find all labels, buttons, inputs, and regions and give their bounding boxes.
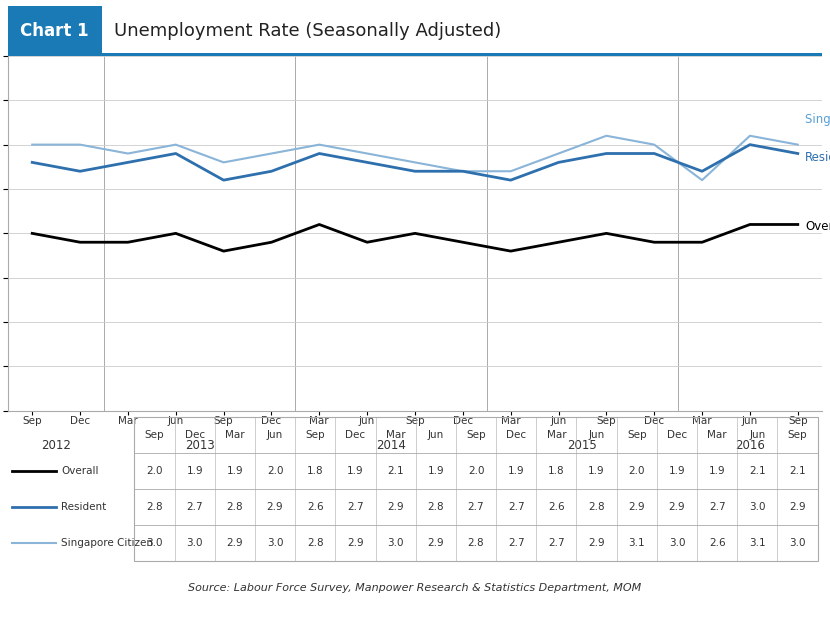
- Text: 2.0: 2.0: [628, 466, 645, 476]
- Text: Overall: Overall: [805, 220, 830, 233]
- Text: 3.0: 3.0: [187, 538, 203, 548]
- Text: Mar: Mar: [386, 430, 405, 440]
- Text: 3.1: 3.1: [628, 538, 645, 548]
- Text: 2.9: 2.9: [227, 538, 243, 548]
- Text: 1.9: 1.9: [669, 466, 686, 476]
- Text: 2.8: 2.8: [146, 502, 163, 512]
- Text: Resident: Resident: [61, 502, 106, 512]
- Text: 2.9: 2.9: [628, 502, 645, 512]
- Text: 2.9: 2.9: [347, 538, 364, 548]
- Text: Unemployment Rate (Seasonally Adjusted): Unemployment Rate (Seasonally Adjusted): [114, 22, 501, 40]
- Text: 2.7: 2.7: [467, 502, 485, 512]
- Text: 1.9: 1.9: [187, 466, 203, 476]
- Bar: [8, 53, 822, 56]
- Text: Dec: Dec: [345, 430, 365, 440]
- Text: Sep: Sep: [466, 430, 486, 440]
- Text: 2.1: 2.1: [388, 466, 404, 476]
- Text: 2.9: 2.9: [669, 502, 686, 512]
- Text: 2.9: 2.9: [266, 502, 283, 512]
- Text: Sep: Sep: [144, 430, 164, 440]
- Text: Mar: Mar: [225, 430, 245, 440]
- Text: 1.8: 1.8: [548, 466, 564, 476]
- Text: 2.7: 2.7: [548, 538, 564, 548]
- Text: 2.9: 2.9: [427, 538, 444, 548]
- Text: Singapore Citizen: Singapore Citizen: [61, 538, 154, 548]
- Text: Sep: Sep: [627, 430, 647, 440]
- Text: Singapore Citizen: Singapore Citizen: [805, 113, 830, 126]
- Text: 1.9: 1.9: [709, 466, 725, 476]
- Text: 2016: 2016: [735, 439, 765, 452]
- Text: Jun: Jun: [749, 430, 765, 440]
- Bar: [8, 6, 102, 56]
- Text: 2013: 2013: [185, 439, 215, 452]
- Text: Source: Labour Force Survey, Manpower Research & Statistics Department, MOM: Source: Labour Force Survey, Manpower Re…: [188, 583, 642, 593]
- Text: 2.9: 2.9: [789, 502, 806, 512]
- Text: 2.9: 2.9: [388, 502, 404, 512]
- Text: Overall: Overall: [61, 466, 99, 476]
- Text: 1.9: 1.9: [508, 466, 525, 476]
- Text: 2.9: 2.9: [588, 538, 605, 548]
- Text: Jun: Jun: [588, 430, 605, 440]
- Text: Sep: Sep: [788, 430, 808, 440]
- Text: 2.8: 2.8: [227, 502, 243, 512]
- Text: 2012: 2012: [42, 439, 71, 452]
- Text: 2015: 2015: [568, 439, 598, 452]
- Text: 3.1: 3.1: [749, 538, 765, 548]
- Text: Mar: Mar: [707, 430, 727, 440]
- Bar: [134, 417, 818, 560]
- Text: 2.0: 2.0: [266, 466, 283, 476]
- Text: Jun: Jun: [267, 430, 283, 440]
- Text: 2.1: 2.1: [749, 466, 765, 476]
- Text: 2.7: 2.7: [187, 502, 203, 512]
- Text: 2.6: 2.6: [548, 502, 564, 512]
- Text: 2.8: 2.8: [467, 538, 485, 548]
- Text: 3.0: 3.0: [669, 538, 686, 548]
- Text: 2.7: 2.7: [508, 538, 525, 548]
- Text: 2.8: 2.8: [588, 502, 605, 512]
- Text: 2.7: 2.7: [347, 502, 364, 512]
- Text: 2014: 2014: [376, 439, 406, 452]
- Text: 2.8: 2.8: [307, 538, 324, 548]
- Text: 1.9: 1.9: [588, 466, 605, 476]
- Text: 2.6: 2.6: [709, 538, 725, 548]
- Text: 2.7: 2.7: [709, 502, 725, 512]
- Text: 1.9: 1.9: [347, 466, 364, 476]
- Text: 2.1: 2.1: [789, 466, 806, 476]
- Text: 3.0: 3.0: [146, 538, 163, 548]
- Text: Jun: Jun: [427, 430, 444, 440]
- Text: Sep: Sep: [305, 430, 325, 440]
- Text: Dec: Dec: [666, 430, 687, 440]
- Text: 3.0: 3.0: [388, 538, 404, 548]
- Text: Dec: Dec: [506, 430, 526, 440]
- Text: 2.7: 2.7: [508, 502, 525, 512]
- Text: 3.0: 3.0: [749, 502, 765, 512]
- Text: 2.8: 2.8: [427, 502, 444, 512]
- Text: 2.0: 2.0: [468, 466, 484, 476]
- Text: 2.6: 2.6: [307, 502, 324, 512]
- Text: Dec: Dec: [184, 430, 205, 440]
- Text: Resident: Resident: [805, 151, 830, 164]
- Text: Mar: Mar: [547, 430, 566, 440]
- Text: 1.9: 1.9: [227, 466, 243, 476]
- Text: 2.0: 2.0: [146, 466, 163, 476]
- Text: 3.0: 3.0: [266, 538, 283, 548]
- Text: 3.0: 3.0: [789, 538, 806, 548]
- Text: Chart 1: Chart 1: [21, 22, 89, 40]
- Text: 1.9: 1.9: [427, 466, 444, 476]
- Text: 1.8: 1.8: [307, 466, 324, 476]
